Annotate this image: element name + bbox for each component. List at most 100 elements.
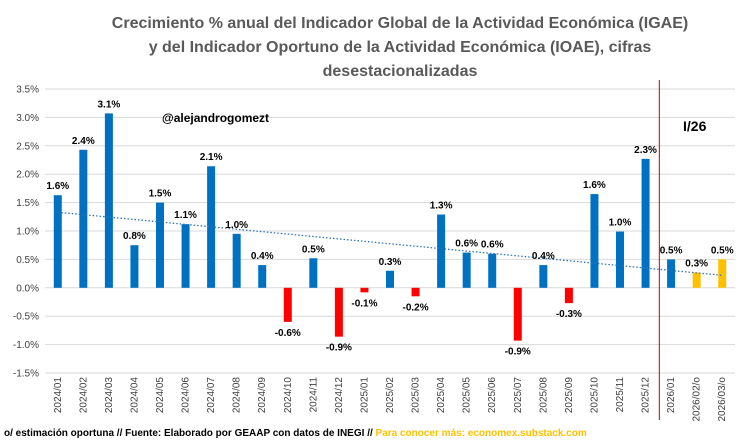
y-axis-ticks: -1.5% -1.0% -0.5% 0.0% 0.5% 1.0% 1.5% 2.0% 2.5% 3… xyxy=(13,85,39,380)
data-label: 1.6% xyxy=(46,181,69,192)
data-label: 1.5% xyxy=(149,189,172,200)
y-tick-label: -0.5% xyxy=(13,312,39,323)
y-tick-label: 0.5% xyxy=(16,255,39,266)
bar xyxy=(386,270,394,288)
x-tick-label: 2024/09 xyxy=(257,377,268,414)
bar xyxy=(718,259,727,288)
data-label: 0.6% xyxy=(455,239,478,250)
trendline xyxy=(57,211,723,276)
data-label: -0.1% xyxy=(351,298,377,309)
data-label: 1.0% xyxy=(609,218,632,229)
x-tick-label: 2026/02/o xyxy=(692,377,703,422)
y-tick-label: -1.0% xyxy=(13,340,39,351)
data-label: 0.6% xyxy=(481,240,504,251)
data-label: 1.6% xyxy=(583,180,606,191)
data-label: 0.8% xyxy=(123,231,146,242)
x-tick-label: 2025/03 xyxy=(411,377,422,414)
data-label: 3.1% xyxy=(97,99,120,110)
gridlines xyxy=(45,88,735,374)
bar xyxy=(667,259,676,288)
title-line-3: desestacionalizadas xyxy=(323,63,478,80)
x-tick-label: 2025/04 xyxy=(436,377,447,414)
data-label: 0.5% xyxy=(302,244,325,255)
bar xyxy=(437,214,446,288)
bar xyxy=(334,287,343,337)
bar xyxy=(104,113,113,288)
y-tick-label: 2.0% xyxy=(16,170,39,181)
x-tick-label: 2026/01 xyxy=(666,377,677,414)
watermark-handle: @alejandrogomezt xyxy=(162,111,269,125)
data-label: -0.2% xyxy=(402,302,428,313)
x-tick-label: 2024/03 xyxy=(104,377,115,414)
title-line-2: y del Indicador Oportuno de la Actividad… xyxy=(149,39,652,56)
x-tick-label: 2025/01 xyxy=(359,377,370,414)
bar xyxy=(462,252,471,288)
x-tick-label: 2025/11 xyxy=(615,377,626,413)
x-tick-label: 2025/08 xyxy=(538,377,549,414)
bar xyxy=(513,287,522,341)
data-label: 0.3% xyxy=(379,257,402,268)
y-tick-label: 1.0% xyxy=(16,227,39,238)
footer-link: Para conocer más: economex.substack.com xyxy=(376,428,587,439)
data-label: 2.4% xyxy=(72,136,95,147)
chart-title: Crecimiento % anual del Indicador Global… xyxy=(112,15,688,80)
bar xyxy=(283,287,292,322)
x-tick-label: 2024/12 xyxy=(334,377,345,414)
x-tick-label: 2024/04 xyxy=(129,377,140,414)
data-label: 1.3% xyxy=(430,201,453,212)
y-tick-label: 3.0% xyxy=(16,113,39,124)
data-label: 2.1% xyxy=(200,152,223,163)
period-label: I/26 xyxy=(683,118,707,134)
data-label: 0.5% xyxy=(711,245,734,256)
title-line-1: Crecimiento % anual del Indicador Global… xyxy=(112,15,688,32)
y-tick-label: 0.0% xyxy=(16,283,39,294)
data-label: -0.9% xyxy=(505,347,531,358)
bar xyxy=(258,265,267,288)
footer-source: o/ estimación oportuna // Fuente: Elabor… xyxy=(4,428,376,439)
data-label: 1.0% xyxy=(225,220,248,231)
bar xyxy=(79,149,88,288)
x-tick-label: 2024/07 xyxy=(206,377,217,414)
bar xyxy=(181,224,190,288)
bar xyxy=(692,272,701,288)
x-tick-label: 2025/06 xyxy=(487,377,498,414)
x-tick-label: 2025/10 xyxy=(589,377,600,414)
x-tick-label: 2026/03/o xyxy=(717,377,728,422)
bar xyxy=(564,287,573,304)
bar xyxy=(590,194,599,288)
footer: o/ estimación oportuna // Fuente: Elabor… xyxy=(4,428,587,439)
x-tick-label: 2025/12 xyxy=(641,377,652,414)
x-tick-label: 2024/10 xyxy=(283,377,294,414)
bar xyxy=(53,195,62,288)
bar xyxy=(616,231,624,288)
bar xyxy=(539,265,548,288)
x-tick-label: 2025/07 xyxy=(513,377,524,414)
data-label: 1.1% xyxy=(174,210,197,221)
data-label: -0.3% xyxy=(556,309,582,320)
y-tick-label: 3.5% xyxy=(16,85,39,96)
data-label: 2.3% xyxy=(634,145,657,156)
x-tick-label: 2024/06 xyxy=(181,377,192,414)
data-label: 0.4% xyxy=(251,251,274,262)
trendline-group xyxy=(57,211,723,276)
bar xyxy=(641,158,650,288)
bar xyxy=(156,202,164,288)
data-label: 0.5% xyxy=(660,245,683,256)
bar xyxy=(309,258,318,288)
data-label: -0.9% xyxy=(326,343,352,354)
data-labels: 1.6% 2.4% 3.1% 0.8% 1.5%1.1% 2.1% 1.0% 0.4% -0.6… xyxy=(46,99,733,357)
y-tick-label: -1.5% xyxy=(13,369,39,380)
x-tick-label: 2024/11 xyxy=(308,377,319,413)
x-tick-label: 2025/02 xyxy=(385,377,396,414)
x-tick-label: 2024/05 xyxy=(155,377,166,414)
x-tick-label: 2024/02 xyxy=(78,377,89,414)
bar xyxy=(488,253,497,288)
data-label: 0.4% xyxy=(532,251,555,262)
bar xyxy=(130,245,139,288)
bar xyxy=(360,287,369,293)
x-tick-label: 2025/05 xyxy=(462,377,473,414)
x-axis-ticks: 2024/01 2024/02 2024/03 2024/04 2024/05 2024/… xyxy=(53,377,728,422)
x-tick-label: 2024/08 xyxy=(232,377,243,414)
